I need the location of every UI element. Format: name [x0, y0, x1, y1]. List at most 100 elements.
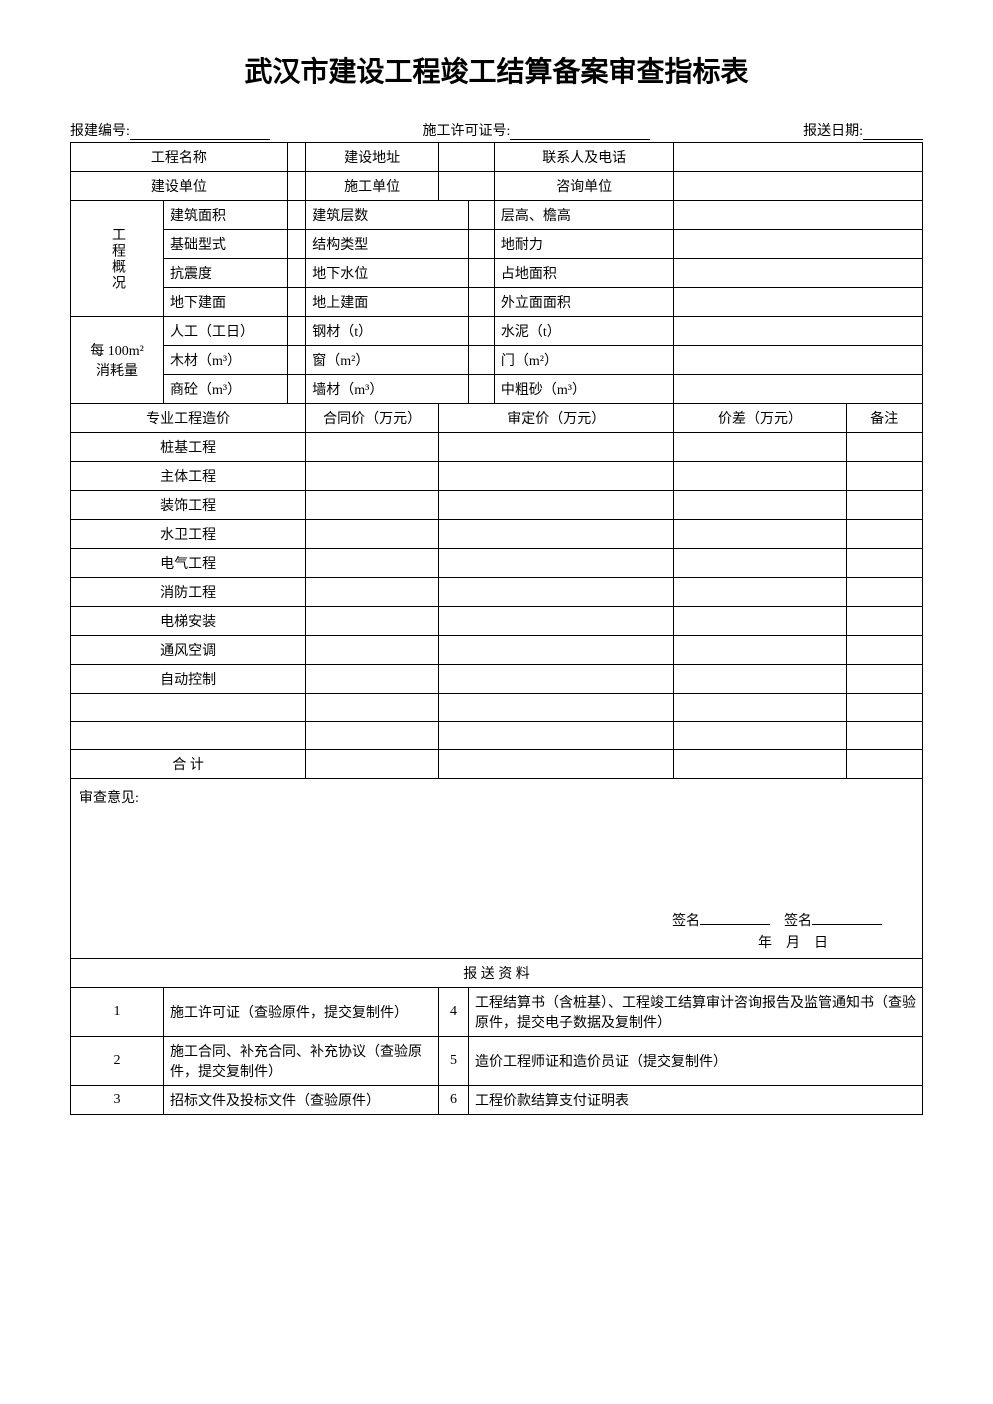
table-row: 主体工程 [71, 462, 923, 491]
cost-cell [438, 578, 674, 607]
table-row: 工程名称 建设地址 联系人及电话 [71, 143, 923, 172]
material-no-r: 4 [438, 988, 468, 1037]
cost-cell [438, 750, 674, 779]
overview-label: 抗震度 [164, 259, 288, 288]
cost-cell [438, 549, 674, 578]
table-row: 专业工程造价 合同价（万元） 审定价（万元） 价差（万元） 备注 [71, 404, 923, 433]
overview-label: 地耐力 [494, 230, 674, 259]
overview-value [674, 201, 923, 230]
consumption-group-label: 每 100m² 消耗量 [71, 317, 164, 404]
overview-label: 基础型式 [164, 230, 288, 259]
cost-cell [438, 636, 674, 665]
table-row: 水卫工程 [71, 520, 923, 549]
cost-cell [674, 578, 846, 607]
table-row: 桩基工程 [71, 433, 923, 462]
consumption-label: 商砼（m³） [164, 375, 288, 404]
cost-cell [674, 665, 846, 694]
overview-value [287, 201, 306, 230]
table-row: 建设单位 施工单位 咨询单位 [71, 172, 923, 201]
cost-cell [438, 607, 674, 636]
cost-cell [438, 722, 674, 750]
consumption-label: 人工（工日） [164, 317, 288, 346]
cost-row-label: 消防工程 [71, 578, 306, 607]
material-no: 2 [71, 1037, 164, 1086]
table-row: 商砼（m³） 墙材（m³） 中粗砂（m³） [71, 375, 923, 404]
cost-col1-header: 专业工程造价 [71, 404, 306, 433]
cost-col4-header: 价差（万元） [674, 404, 846, 433]
table-row: 1 施工许可证（查验原件，提交复制件） 4 工程结算书（含桩基）、工程竣工结算审… [71, 988, 923, 1037]
cost-cell [306, 549, 439, 578]
review-cell: 审查意见: 签名 签名 年月日 [71, 779, 923, 959]
address-value [438, 143, 494, 172]
cost-cell [846, 520, 922, 549]
cost-cell [306, 578, 439, 607]
overview-label: 建筑层数 [306, 201, 469, 230]
cost-row-label: 桩基工程 [71, 433, 306, 462]
cost-cell [846, 665, 922, 694]
construct-unit-value [438, 172, 494, 201]
consumption-label: 墙材（m³） [306, 375, 469, 404]
overview-value [468, 201, 494, 230]
table-row: 电气工程 [71, 549, 923, 578]
table-row [71, 694, 923, 722]
cost-row-label: 电梯安装 [71, 607, 306, 636]
table-row: 审查意见: 签名 签名 年月日 [71, 779, 923, 959]
cost-cell [674, 549, 846, 578]
overview-value [468, 259, 494, 288]
overview-value [674, 230, 923, 259]
cost-row-label: 自动控制 [71, 665, 306, 694]
table-row: 自动控制 [71, 665, 923, 694]
consumption-label: 木材（m³） [164, 346, 288, 375]
cost-cell [438, 491, 674, 520]
project-name-label: 工程名称 [71, 143, 288, 172]
cost-cell [674, 636, 846, 665]
consumption-value [468, 317, 494, 346]
cost-cell [306, 665, 439, 694]
cost-col3-header: 审定价（万元） [438, 404, 674, 433]
page-title: 武汉市建设工程竣工结算备案审查指标表 [70, 50, 923, 90]
material-no: 1 [71, 988, 164, 1037]
cost-cell [306, 750, 439, 779]
overview-value [287, 230, 306, 259]
material-right: 工程价款结算支付证明表 [468, 1086, 922, 1115]
main-table: 工程名称 建设地址 联系人及电话 建设单位 施工单位 咨询单位 工程概况 建筑面… [70, 142, 923, 1115]
table-row: 木材（m³） 窗（m²） 门（m²） [71, 346, 923, 375]
sign2-label: 签名 [784, 914, 812, 929]
sign1-label: 签名 [672, 914, 700, 929]
cost-cell [306, 722, 439, 750]
overview-value [287, 259, 306, 288]
cost-cell [71, 694, 306, 722]
cost-cell [846, 433, 922, 462]
contact-value [674, 143, 923, 172]
material-left: 招标文件及投标文件（查验原件） [164, 1086, 439, 1115]
consumption-label: 钢材（t） [306, 317, 469, 346]
cost-cell [846, 750, 922, 779]
address-label: 建设地址 [306, 143, 439, 172]
review-label: 审查意见: [79, 791, 139, 806]
table-row: 合 计 [71, 750, 923, 779]
cost-cell [438, 694, 674, 722]
cost-cell [674, 694, 846, 722]
consumption-group-line1: 每 100m² [77, 340, 157, 360]
material-no: 3 [71, 1086, 164, 1115]
cost-cell [674, 462, 846, 491]
cost-cell [438, 433, 674, 462]
cost-cell [674, 722, 846, 750]
cost-cell [846, 607, 922, 636]
build-unit-label: 建设单位 [71, 172, 288, 201]
consumption-value [468, 375, 494, 404]
overview-label: 占地面积 [494, 259, 674, 288]
cost-cell [306, 520, 439, 549]
overview-label: 地下水位 [306, 259, 469, 288]
cost-cell [674, 433, 846, 462]
consumption-label: 水泥（t） [494, 317, 674, 346]
table-row: 工程概况 建筑面积 建筑层数 层高、檐高 [71, 201, 923, 230]
material-right: 工程结算书（含桩基）、工程竣工结算审计咨询报告及监管通知书（查验原件，提交电子数… [468, 988, 922, 1037]
consult-unit-value [674, 172, 923, 201]
cost-row-label: 电气工程 [71, 549, 306, 578]
overview-value [674, 259, 923, 288]
cost-row-label: 通风空调 [71, 636, 306, 665]
consumption-value [468, 346, 494, 375]
cost-cell [846, 549, 922, 578]
overview-group-label: 工程概况 [71, 201, 164, 317]
